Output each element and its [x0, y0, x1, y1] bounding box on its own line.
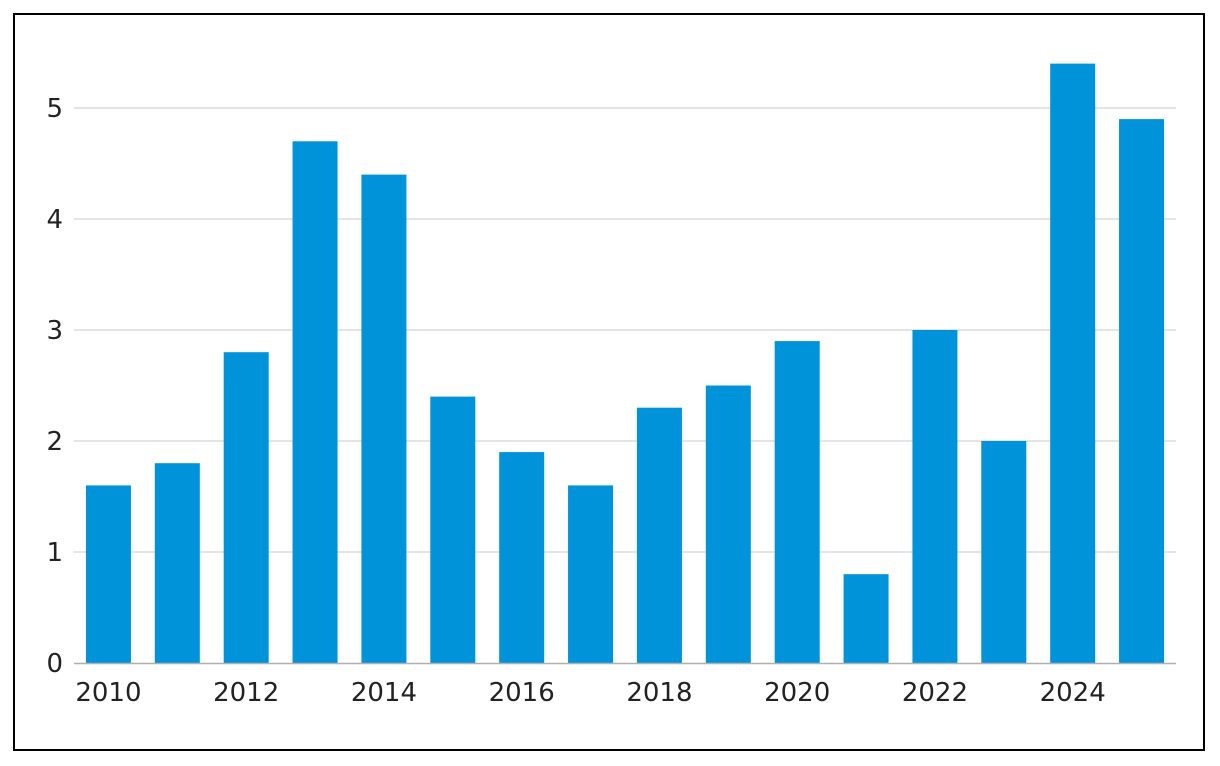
y-tick-label: 0	[46, 649, 63, 679]
bar-2022	[912, 330, 958, 663]
x-tick-label: 2016	[489, 678, 555, 708]
y-tick-label: 3	[46, 316, 63, 346]
bar-2019	[705, 385, 751, 663]
chart-frame	[13, 13, 1205, 751]
bar-2020	[774, 341, 820, 663]
bar-2016	[499, 452, 545, 663]
bar-2021	[843, 574, 889, 663]
y-tick-label: 2	[46, 427, 63, 457]
bar-2017	[568, 485, 614, 663]
x-tick-label: 2020	[764, 678, 830, 708]
x-tick-label: 2022	[902, 678, 968, 708]
y-tick-label: 4	[46, 205, 63, 235]
x-tick-labels: 2010 2012 2014 2016 2018 2020 2022 2024	[75, 678, 1105, 708]
bar-2024	[1050, 63, 1096, 664]
x-tick-label: 2024	[1040, 678, 1106, 708]
bar-2023	[981, 441, 1027, 663]
y-tick-label: 1	[46, 538, 63, 568]
bar-2014	[361, 174, 407, 663]
y-tick-label: 5	[46, 94, 63, 124]
bars	[85, 63, 1165, 664]
bar-2018	[636, 407, 682, 663]
bar-2013	[292, 141, 338, 664]
x-tick-label: 2018	[626, 678, 692, 708]
x-tick-label: 2014	[351, 678, 417, 708]
bar-2010	[85, 485, 131, 663]
bar-2015	[430, 396, 476, 663]
bar-2011	[154, 463, 200, 663]
bar-2012	[223, 352, 269, 663]
bar-2025	[1119, 119, 1165, 664]
x-tick-label: 2010	[75, 678, 141, 708]
y-tick-labels: 0 1 2 3 4 5	[46, 94, 63, 679]
x-tick-label: 2012	[213, 678, 279, 708]
